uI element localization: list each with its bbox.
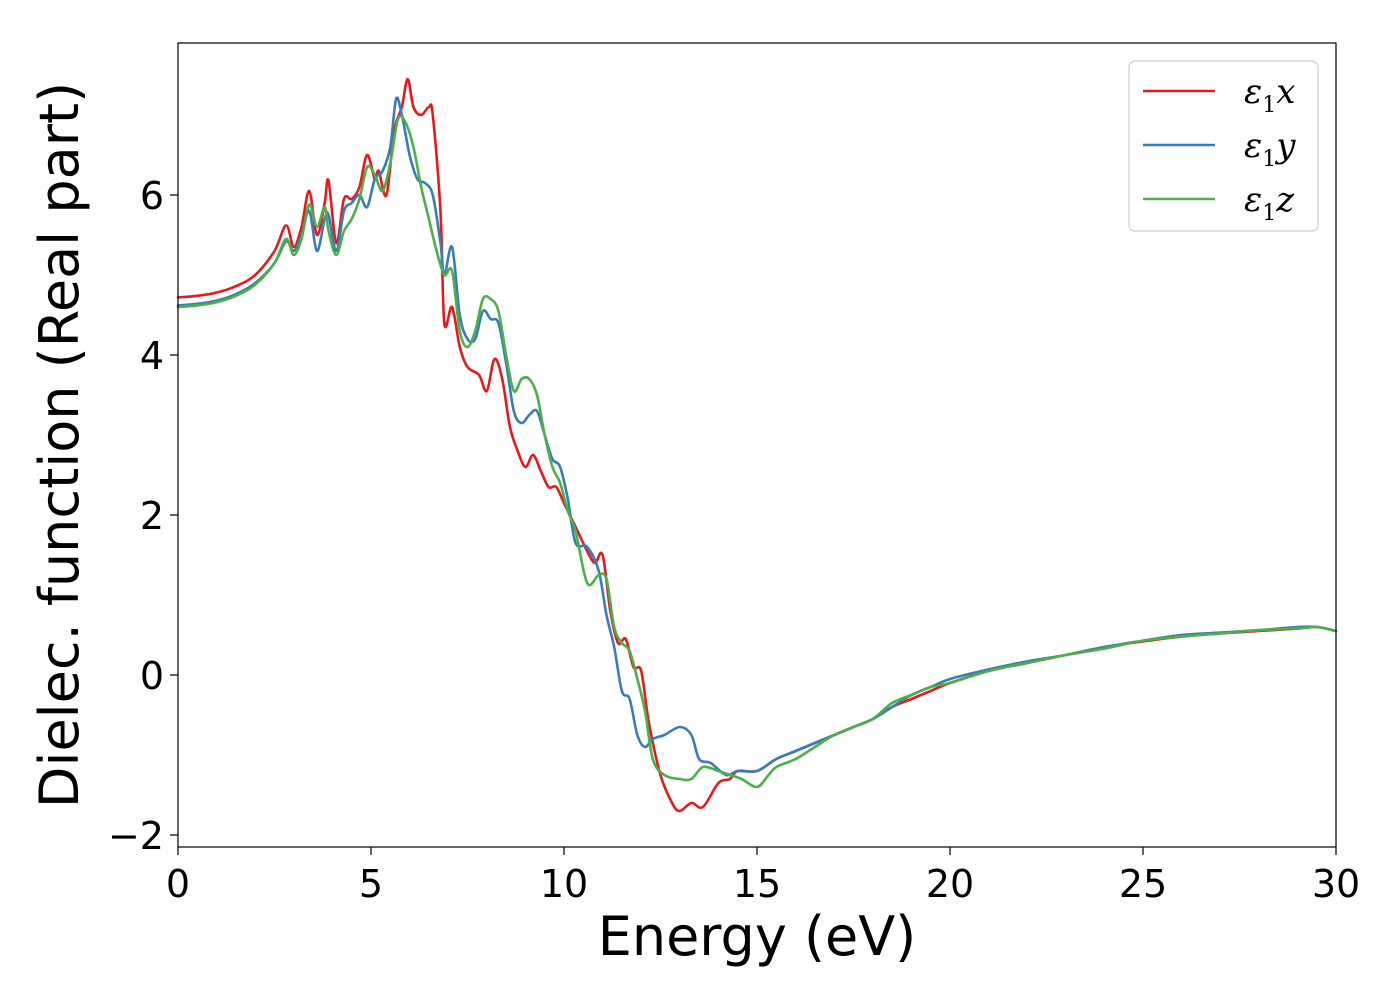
legend-box (1128, 60, 1319, 232)
legend-label-sub: 1 (1262, 147, 1276, 172)
y-axis: −2 0 2 4 6 (108, 174, 178, 858)
x-tick-label: 20 (926, 862, 974, 906)
y-axis-title: Dielec. function (Real part) (28, 82, 91, 808)
legend-item-x: ε1x (1143, 72, 1295, 118)
legend-label-var: z (1275, 180, 1295, 220)
x-tick-label: 10 (540, 862, 588, 906)
x-axis-title: Energy (eV) (598, 905, 917, 968)
y-tick-label: −2 (108, 814, 164, 858)
x-tick-label: 0 (166, 862, 190, 906)
x-tick-label: 25 (1119, 862, 1167, 906)
legend-item-y: ε1y (1143, 126, 1296, 172)
x-axis: 0 5 10 15 20 25 30 (166, 847, 1360, 906)
legend-label: ε1z (1244, 180, 1295, 226)
legend-label-base: ε (1244, 180, 1262, 220)
legend-label-var: y (1274, 126, 1296, 166)
y-tick-label: 6 (140, 174, 164, 218)
x-tick-label: 30 (1312, 862, 1360, 906)
legend-label-base: ε (1244, 126, 1262, 166)
legend-item-z: ε1z (1143, 180, 1295, 226)
y-tick-label: 4 (140, 334, 164, 378)
legend-label: ε1x (1244, 72, 1295, 118)
series-layer (176, 77, 1338, 813)
x-tick-label: 5 (359, 862, 383, 906)
y-tick-label: 0 (140, 654, 164, 698)
x-tick-label: 15 (733, 862, 781, 906)
legend-label-sub: 1 (1262, 93, 1276, 118)
legend-label-sub: 1 (1262, 201, 1276, 226)
legend-label-base: ε (1244, 72, 1262, 112)
legend-label-var: x (1276, 72, 1295, 112)
legend-label: ε1y (1244, 126, 1296, 172)
series-line-z (176, 114, 1338, 789)
y-tick-label: 2 (140, 494, 164, 538)
